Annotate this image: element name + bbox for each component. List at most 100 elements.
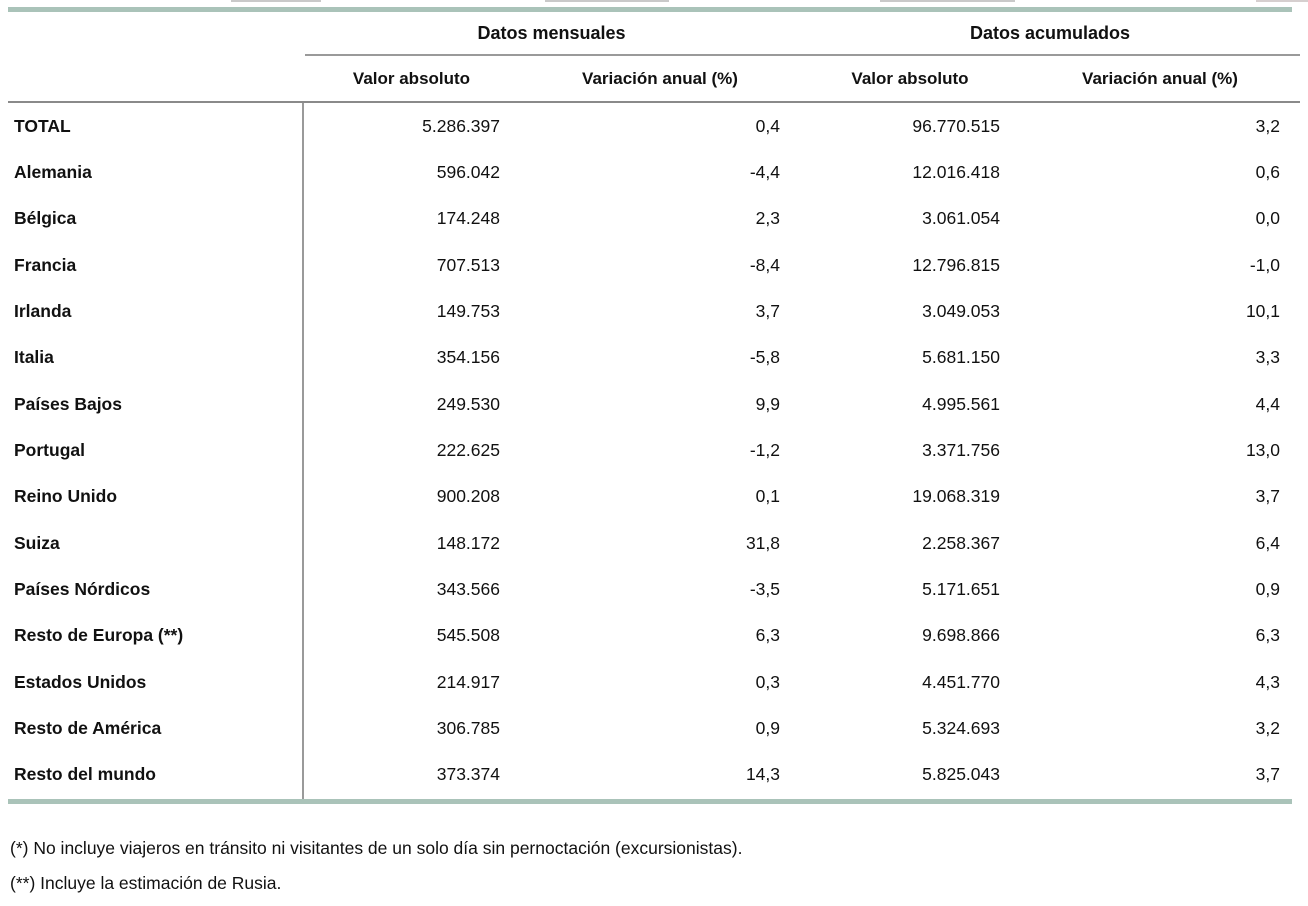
cell-accumulated-absolute-value: 2.258.367 <box>922 532 1000 553</box>
cell-monthly-absolute-value: 707.513 <box>436 254 500 275</box>
table-row: Estados Unidos 214.917 0,3 4.451.770 4,3 <box>8 659 1300 705</box>
cell-monthly-absolute-value: 174.248 <box>436 208 500 229</box>
cell-monthly-annual-variation: -8,4 <box>749 254 780 275</box>
table-row: Suiza 148.172 31,8 2.258.367 6,4 <box>8 520 1300 566</box>
cell-accumulated-absolute-value: 5.825.043 <box>922 764 1000 785</box>
row-label: Resto de América <box>14 718 162 739</box>
cell-accumulated-absolute-value: 12.796.815 <box>912 254 1000 275</box>
cell-monthly-absolute-value: 343.566 <box>436 579 500 600</box>
row-label: Bélgica <box>14 208 77 229</box>
cell-accumulated-annual-variation: 4,4 <box>1255 393 1280 414</box>
group-header-underline <box>305 54 1300 56</box>
column-header-monthly-variation: Variación anual (%) <box>582 68 738 88</box>
cell-accumulated-annual-variation: 4,3 <box>1255 671 1280 692</box>
row-label: Resto del mundo <box>14 764 156 785</box>
cropped-content-fragment <box>1256 0 1308 2</box>
travellers-table: Datos mensuales Datos acumulados Valor a… <box>8 12 1300 801</box>
cell-accumulated-absolute-value: 5.324.693 <box>922 718 1000 739</box>
cell-accumulated-annual-variation: 6,4 <box>1255 532 1280 553</box>
table-row: Alemania 596.042 -4,4 12.016.418 0,6 <box>8 149 1300 195</box>
table-row: Bélgica 174.248 2,3 3.061.054 0,0 <box>8 196 1300 242</box>
cropped-content-fragment <box>880 0 1015 2</box>
top-accent-rule <box>8 7 1292 12</box>
cell-monthly-annual-variation: 14,3 <box>745 764 780 785</box>
cropped-content-fragment <box>545 0 669 2</box>
cell-accumulated-annual-variation: 0,6 <box>1255 162 1280 183</box>
cell-accumulated-annual-variation: 10,1 <box>1245 301 1280 322</box>
cropped-content-fragment <box>231 0 321 2</box>
row-label: Italia <box>14 347 54 368</box>
cell-accumulated-annual-variation: 3,7 <box>1255 764 1280 785</box>
row-label: Estados Unidos <box>14 671 147 692</box>
row-label: Países Bajos <box>14 393 122 414</box>
cell-accumulated-absolute-value: 3.061.054 <box>922 208 1000 229</box>
cell-accumulated-absolute-value: 4.995.561 <box>922 393 1000 414</box>
cell-accumulated-absolute-value: 3.371.756 <box>922 440 1000 461</box>
row-label: Portugal <box>14 440 85 461</box>
cell-monthly-annual-variation: 0,9 <box>755 718 780 739</box>
bottom-accent-rule <box>8 799 1292 804</box>
row-label: Suiza <box>14 532 60 553</box>
table-row: Portugal 222.625 -1,2 3.371.756 13,0 <box>8 427 1300 473</box>
header-underline <box>8 101 1300 103</box>
cell-monthly-annual-variation: -3,5 <box>749 579 780 600</box>
table-row: Resto del mundo 373.374 14,3 5.825.043 3… <box>8 752 1300 798</box>
table-row: Irlanda 149.753 3,7 3.049.053 10,1 <box>8 288 1300 334</box>
cell-monthly-absolute-value: 5.286.397 <box>422 115 500 136</box>
group-header-accumulated: Datos acumulados <box>969 22 1131 43</box>
row-label: Alemania <box>14 162 92 183</box>
column-header-accumulated-absolute: Valor absoluto <box>851 68 969 88</box>
cell-accumulated-annual-variation: -1,0 <box>1249 254 1280 275</box>
table-row: TOTAL 5.286.397 0,4 96.770.515 3,2 <box>8 103 1300 149</box>
row-label: TOTAL <box>14 115 71 136</box>
group-header-monthly: Datos mensuales <box>477 22 626 43</box>
row-label: Países Nórdicos <box>14 579 151 600</box>
row-label: Resto de Europa (**) <box>14 625 184 646</box>
cell-monthly-annual-variation: -4,4 <box>749 162 780 183</box>
table-body: TOTAL 5.286.397 0,4 96.770.515 3,2 Alema… <box>8 103 1300 798</box>
table-row: Francia 707.513 -8,4 12.796.815 -1,0 <box>8 242 1300 288</box>
table-row: Resto de América 306.785 0,9 5.324.693 3… <box>8 705 1300 751</box>
cell-accumulated-annual-variation: 13,0 <box>1245 440 1280 461</box>
table-row: Resto de Europa (**) 545.508 6,3 9.698.8… <box>8 613 1300 659</box>
cell-monthly-annual-variation: 2,3 <box>755 208 780 229</box>
cell-monthly-annual-variation: 31,8 <box>745 532 780 553</box>
cell-accumulated-absolute-value: 96.770.515 <box>912 115 1000 136</box>
row-label: Reino Unido <box>14 486 118 507</box>
row-label: Irlanda <box>14 301 72 322</box>
cell-monthly-absolute-value: 149.753 <box>436 301 500 322</box>
cell-accumulated-annual-variation: 6,3 <box>1255 625 1280 646</box>
table-row: Países Bajos 249.530 9,9 4.995.561 4,4 <box>8 381 1300 427</box>
table-row: Países Nórdicos 343.566 -3,5 5.171.651 0… <box>8 566 1300 612</box>
footnote-double-asterisk: (**) Incluye la estimación de Rusia. <box>10 873 282 893</box>
cell-accumulated-absolute-value: 3.049.053 <box>922 301 1000 322</box>
cell-accumulated-annual-variation: 3,2 <box>1255 718 1280 739</box>
table-row: Italia 354.156 -5,8 5.681.150 3,3 <box>8 335 1300 381</box>
cell-monthly-absolute-value: 373.374 <box>436 764 500 785</box>
cell-accumulated-annual-variation: 0,9 <box>1255 579 1280 600</box>
cell-monthly-annual-variation: 0,4 <box>755 115 780 136</box>
table-column-header-row: Valor absoluto Variación anual (%) Valor… <box>8 56 1300 101</box>
cell-accumulated-absolute-value: 12.016.418 <box>912 162 1000 183</box>
cell-monthly-annual-variation: 0,1 <box>755 486 780 507</box>
cell-accumulated-absolute-value: 5.681.150 <box>922 347 1000 368</box>
row-label: Francia <box>14 254 77 275</box>
cell-accumulated-absolute-value: 5.171.651 <box>922 579 1000 600</box>
cell-accumulated-annual-variation: 0,0 <box>1255 208 1280 229</box>
column-divider-line <box>302 103 304 801</box>
cell-monthly-absolute-value: 249.530 <box>436 393 500 414</box>
cell-monthly-absolute-value: 900.208 <box>436 486 500 507</box>
cell-monthly-absolute-value: 222.625 <box>436 440 500 461</box>
cell-accumulated-absolute-value: 9.698.866 <box>922 625 1000 646</box>
cell-accumulated-annual-variation: 3,2 <box>1255 115 1280 136</box>
column-header-monthly-absolute: Valor absoluto <box>352 68 471 88</box>
column-header-accumulated-variation: Variación anual (%) <box>1082 68 1238 88</box>
cell-accumulated-annual-variation: 3,7 <box>1255 486 1280 507</box>
cell-monthly-annual-variation: 6,3 <box>755 625 780 646</box>
cell-monthly-absolute-value: 148.172 <box>436 532 500 553</box>
cell-monthly-absolute-value: 306.785 <box>436 718 500 739</box>
cell-monthly-annual-variation: 0,3 <box>755 671 780 692</box>
cell-monthly-absolute-value: 354.156 <box>436 347 500 368</box>
cell-accumulated-annual-variation: 3,3 <box>1255 347 1280 368</box>
